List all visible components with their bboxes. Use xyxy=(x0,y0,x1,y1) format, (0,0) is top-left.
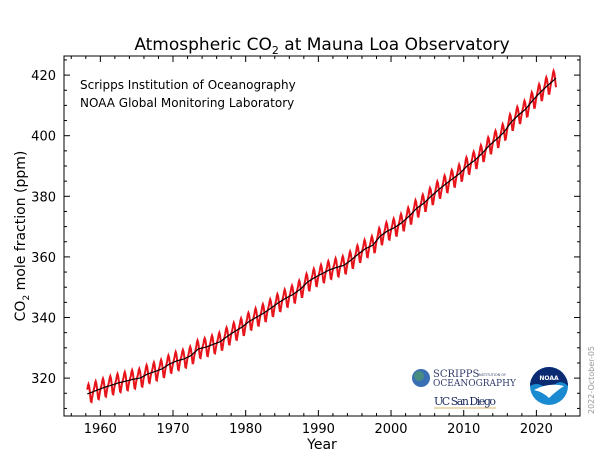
y-tick-label: 320 xyxy=(31,372,56,387)
annotation-scripps: Scripps Institution of Oceanography xyxy=(80,78,296,92)
monthly-co2-line xyxy=(86,67,557,404)
x-tick-label: 1970 xyxy=(156,422,189,437)
x-tick-label: 1960 xyxy=(84,422,117,437)
annotation-noaa: NOAA Global Monitoring Laboratory xyxy=(80,96,294,110)
plot-area xyxy=(86,67,557,404)
y-tick-label: 340 xyxy=(31,312,56,327)
svg-text:OCEANOGRAPHY: OCEANOGRAPHY xyxy=(433,379,517,389)
svg-text:NOAA: NOAA xyxy=(539,375,559,382)
x-tick-label: 1980 xyxy=(229,422,262,437)
ucsd-logo: UC San Diego xyxy=(434,395,496,408)
svg-text:INSTITUTION OF: INSTITUTION OF xyxy=(478,373,506,377)
x-axis-label: Year xyxy=(306,437,337,453)
axis-ticks: 1960 1970 1980 1990 2000 2010 2020 320 340 360 380… xyxy=(31,56,581,437)
plot-frame xyxy=(63,55,581,417)
scripps-logo: SCRIPPS INSTITUTION OF OCEANOGRAPHY UC S… xyxy=(412,369,517,409)
x-tick-label: 2010 xyxy=(447,422,480,437)
y-axis-label: CO2 mole fraction (ppm) xyxy=(13,151,32,322)
x-tick-label: 2020 xyxy=(520,422,553,437)
chart-title: Atmospheric CO2 at Mauna Loa Observatory xyxy=(134,35,509,57)
x-tick-label: 2000 xyxy=(374,422,407,437)
trend-co2-line xyxy=(87,77,557,395)
noaa-logo: NOAA xyxy=(530,367,568,405)
x-tick-label: 1990 xyxy=(302,422,335,437)
y-tick-label: 360 xyxy=(31,251,56,266)
y-tick-label: 380 xyxy=(31,190,56,205)
date-stamp: 2022-October-05 xyxy=(587,346,596,414)
y-tick-label: 400 xyxy=(31,130,56,145)
svg-text:SCRIPPS: SCRIPPS xyxy=(433,369,479,380)
y-tick-label: 420 xyxy=(31,69,56,84)
